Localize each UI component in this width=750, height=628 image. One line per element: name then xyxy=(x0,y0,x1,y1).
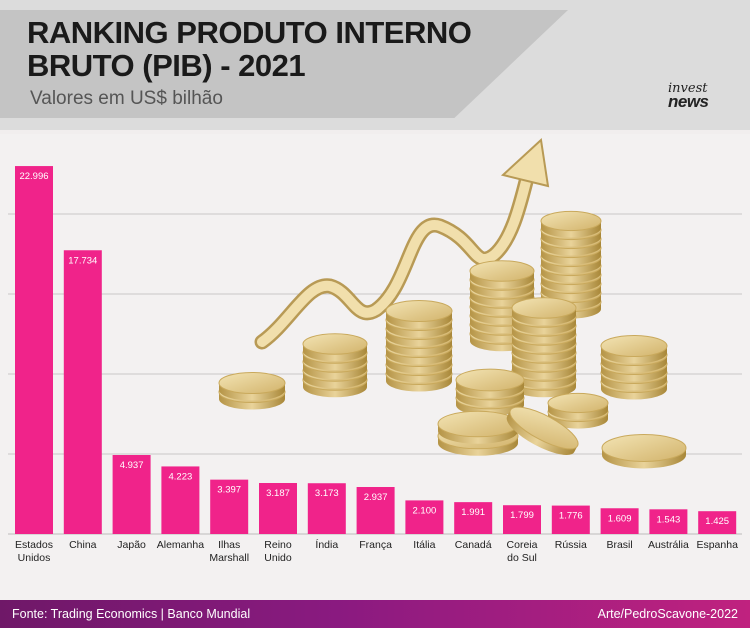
coin-face xyxy=(385,299,453,323)
coin-face xyxy=(511,297,577,319)
bar xyxy=(307,483,346,534)
category-label: Índia xyxy=(315,538,338,551)
bar xyxy=(356,487,395,534)
coin-face xyxy=(218,371,286,395)
coin-stack xyxy=(547,392,609,429)
bar-value-label: 1.799 xyxy=(510,510,534,521)
coin-stack xyxy=(455,368,525,416)
category-label: China xyxy=(69,539,97,551)
bar xyxy=(454,502,493,534)
category-label: Estados xyxy=(15,539,53,551)
bar xyxy=(503,505,541,534)
coin-stack xyxy=(437,410,519,456)
logo-text-news: news xyxy=(668,92,709,111)
category-label: Rússia xyxy=(555,539,587,551)
logo-text-invest: invest xyxy=(668,81,708,96)
coin-face xyxy=(469,260,535,282)
bar-value-label: 1.543 xyxy=(657,514,681,525)
bar-value-label: 22.996 xyxy=(19,171,48,182)
investnews-logo: invest news xyxy=(668,81,732,111)
coin-face xyxy=(437,410,519,438)
bar xyxy=(161,466,200,534)
bar-value-label: 2.100 xyxy=(413,505,437,516)
bar-value-label: 17.734 xyxy=(68,255,97,266)
bar-value-label: 1.609 xyxy=(608,513,632,524)
coin-face xyxy=(547,392,609,414)
footer-bar: Fonte: Trading Economics | Banco Mundial… xyxy=(0,600,750,628)
category-label: Marshall xyxy=(209,552,249,564)
coin-stack xyxy=(302,333,368,398)
footer-source: Fonte: Trading Economics | Banco Mundial xyxy=(12,607,251,621)
category-label: França xyxy=(359,539,392,551)
bar xyxy=(649,509,688,534)
bar-value-label: 1.991 xyxy=(461,507,485,518)
bar xyxy=(63,250,102,535)
arrow-head-icon xyxy=(500,137,550,188)
bar-value-label: 2.937 xyxy=(364,492,388,503)
chart-title: RANKING PRODUTO INTERNO BRUTO (PIB) - 20… xyxy=(27,15,472,83)
category-label: Alemanha xyxy=(157,539,204,551)
bar xyxy=(15,166,53,534)
coin-stack xyxy=(540,210,602,319)
coin-tilted xyxy=(506,406,579,455)
bar xyxy=(600,508,639,534)
coin-face xyxy=(509,406,579,450)
category-label: Coreia xyxy=(507,539,538,551)
coin-face xyxy=(455,368,525,392)
category-label: Espanha xyxy=(696,539,738,551)
bar xyxy=(405,500,444,534)
coin-stack xyxy=(601,434,687,469)
bar xyxy=(551,505,590,534)
coin-stack xyxy=(218,371,286,410)
growth-arrow-body xyxy=(257,161,535,347)
coin-stack xyxy=(511,297,577,398)
coin-face xyxy=(302,333,368,355)
category-label: Japão xyxy=(117,539,146,551)
bar-value-label: 1.425 xyxy=(705,516,729,527)
category-label: Ilhas xyxy=(218,539,240,551)
bar-value-label: 3.397 xyxy=(217,485,241,496)
bar-value-label: 4.937 xyxy=(120,460,144,471)
category-label: do Sul xyxy=(507,552,537,564)
footer-credit: Arte/PedroScavone-2022 xyxy=(597,607,738,621)
bar xyxy=(210,479,249,534)
coin-face xyxy=(600,334,668,358)
category-label: Reino xyxy=(264,539,292,551)
coin-face xyxy=(601,434,687,462)
chart-subtitle: Valores em US$ bilhão xyxy=(30,88,223,109)
bar-value-label: 3.173 xyxy=(315,488,339,499)
coin-face xyxy=(540,210,602,232)
coin-stack xyxy=(385,299,453,392)
category-label: Brasil xyxy=(606,539,632,551)
category-label: Unidos xyxy=(18,552,51,564)
bar xyxy=(259,483,297,534)
coins-illustration xyxy=(218,137,687,469)
coin-stack xyxy=(600,334,668,400)
bar xyxy=(698,511,737,534)
bar xyxy=(112,455,151,534)
bar-value-label: 3.187 xyxy=(266,488,290,499)
bar-value-label: 4.223 xyxy=(169,471,193,482)
category-label: Canadá xyxy=(455,539,492,551)
category-label: Itália xyxy=(413,539,435,551)
bar-value-label: 1.776 xyxy=(559,511,583,522)
category-label: Austrália xyxy=(648,539,689,551)
category-label: Unido xyxy=(264,552,292,564)
